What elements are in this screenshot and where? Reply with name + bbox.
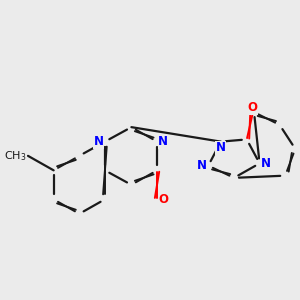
Text: N: N [197,159,207,172]
Text: CH$_3$: CH$_3$ [4,149,27,163]
Text: N: N [216,141,226,154]
Text: O: O [248,101,258,114]
Text: O: O [158,193,168,206]
Text: N: N [261,157,271,170]
Text: N: N [158,135,168,148]
Text: N: N [94,135,104,148]
